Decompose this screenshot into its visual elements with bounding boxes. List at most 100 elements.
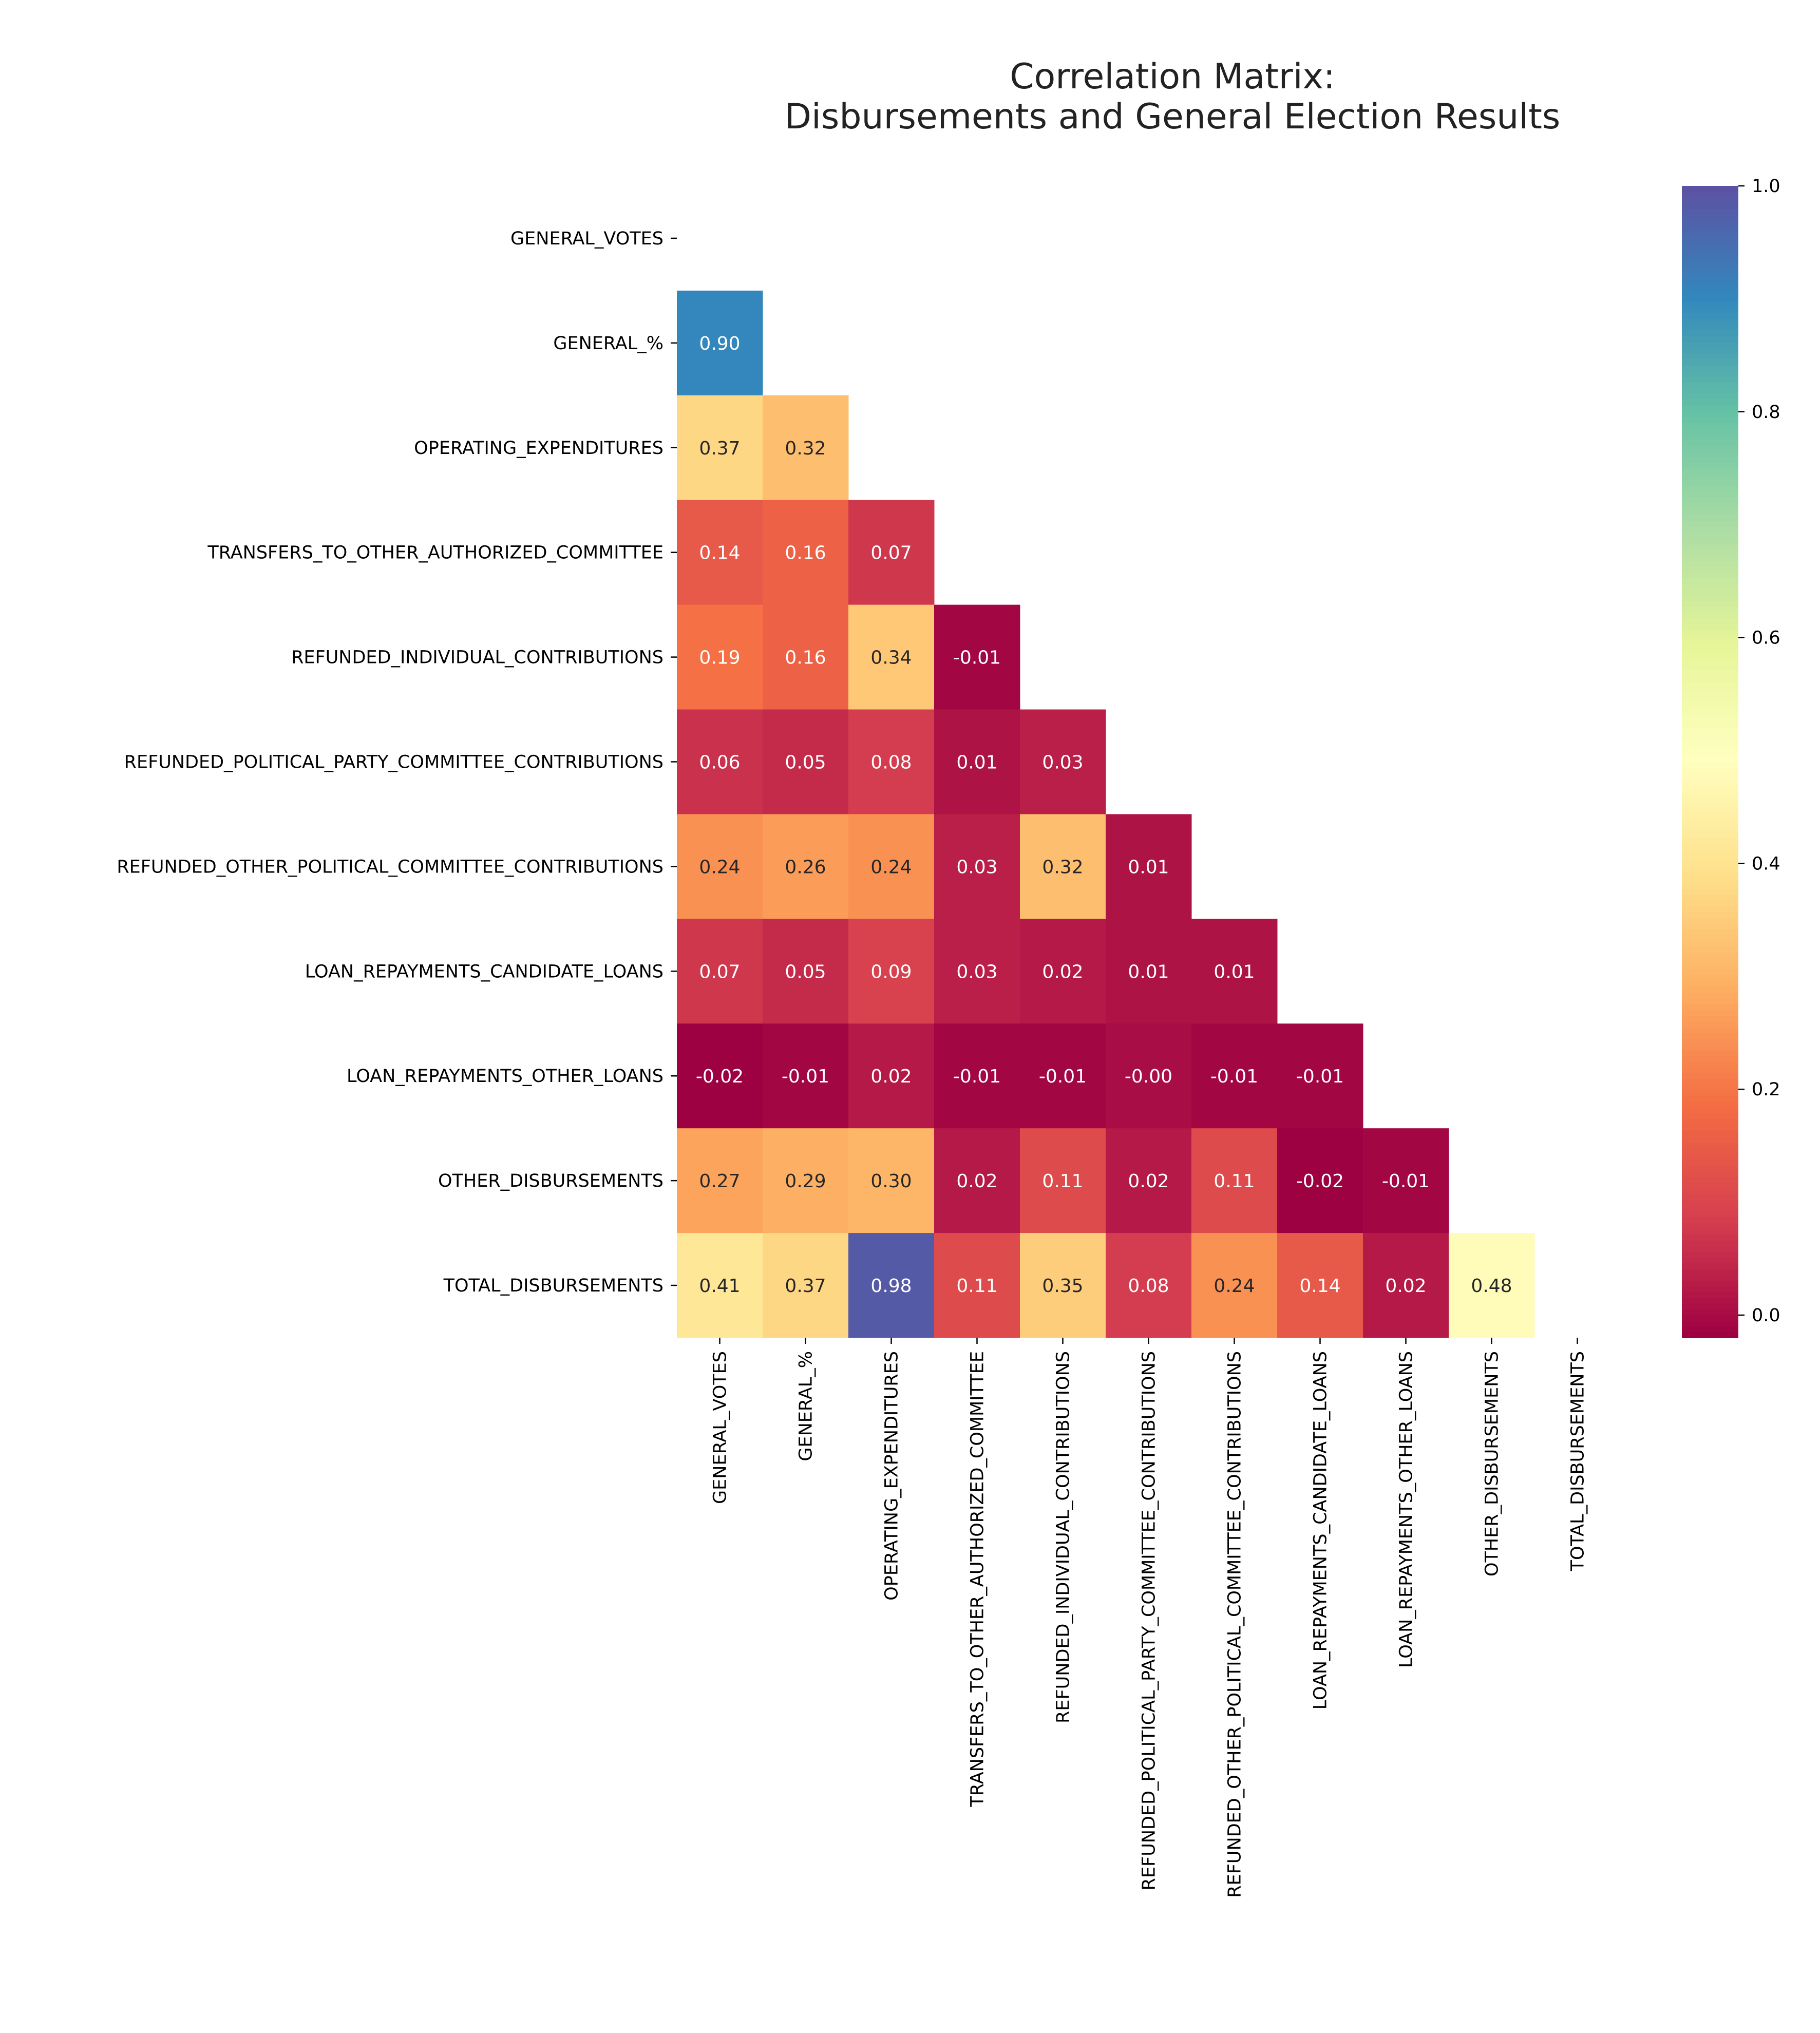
colorbar-segment — [1682, 1101, 1738, 1108]
colorbar-segment — [1682, 208, 1738, 216]
colorbar-segment — [1682, 450, 1738, 458]
cell-value-label: 0.03 — [956, 961, 997, 982]
y-tick-label: REFUNDED_INDIVIDUAL_CONTRIBUTIONS — [291, 648, 663, 668]
colorbar-segment — [1682, 497, 1738, 503]
colorbar-segment — [1682, 750, 1738, 757]
x-tick-label: GENERAL_VOTES — [710, 1351, 731, 1504]
cell-value-label: 0.90 — [699, 333, 740, 354]
chart-title-line-2: Disbursements and General Election Resul… — [785, 97, 1561, 137]
colorbar-segment — [1682, 341, 1738, 348]
x-tick-label: GENERAL_% — [796, 1351, 817, 1461]
colorbar-segment — [1682, 975, 1738, 981]
heatmap-cell — [1191, 919, 1278, 1024]
colorbar-segment — [1682, 1303, 1738, 1309]
colorbar-segment — [1682, 387, 1738, 394]
colorbar-segment — [1682, 301, 1738, 308]
cell-value-label: -0.01 — [1039, 1066, 1087, 1087]
colorbar-segment — [1682, 485, 1738, 492]
colorbar-segment — [1682, 416, 1738, 423]
colorbar-segment — [1682, 428, 1738, 434]
cell-value-label: -0.01 — [1296, 1066, 1344, 1087]
colorbar-segment — [1682, 1234, 1738, 1241]
colorbar-segment — [1682, 548, 1738, 555]
colorbar-tick-label: 0.4 — [1752, 853, 1780, 874]
colorbar-segment — [1682, 1205, 1738, 1212]
cell-value-label: -0.01 — [953, 1066, 1001, 1087]
colorbar-segment — [1682, 670, 1738, 676]
colorbar: 0.0 0.2 0.4 0.6 0.8 1.0 — [1682, 176, 1780, 1338]
heatmap-cell — [1363, 1233, 1449, 1338]
cell-value-label: 0.34 — [870, 648, 912, 669]
colorbar-segment — [1682, 1027, 1738, 1033]
heatmap-cell — [677, 290, 763, 396]
colorbar-segment — [1682, 600, 1738, 607]
colorbar-segment — [1682, 1147, 1738, 1154]
heatmap-cell — [934, 1128, 1020, 1233]
heatmap-cell — [1106, 1023, 1192, 1129]
colorbar-segment — [1682, 197, 1738, 204]
heatmap-cell — [848, 500, 935, 605]
x-tick-label: REFUNDED_OTHER_POLITICAL_COMMITTEE_CONTR… — [1225, 1351, 1245, 1898]
colorbar-segment — [1682, 969, 1738, 976]
cell-value-label: -0.01 — [782, 1066, 829, 1087]
colorbar-segment — [1682, 1073, 1738, 1079]
heatmap-cell — [848, 1128, 935, 1233]
colorbar-segment — [1682, 928, 1738, 935]
colorbar-segment — [1682, 1193, 1738, 1200]
colorbar-segment — [1682, 1021, 1738, 1028]
colorbar-segment — [1682, 658, 1738, 664]
colorbar-segment — [1682, 1136, 1738, 1143]
cell-value-label: 0.48 — [1471, 1276, 1512, 1297]
colorbar-segment — [1682, 629, 1738, 636]
heatmap-cell — [1277, 1128, 1363, 1233]
colorbar-segment — [1682, 255, 1738, 261]
heatmap-cell — [763, 395, 849, 501]
heatmap-cell — [1363, 1128, 1449, 1233]
colorbar-segment — [1682, 1015, 1738, 1022]
heatmap-cell — [677, 919, 763, 1024]
colorbar-segment — [1682, 1113, 1738, 1119]
colorbar-segment — [1682, 267, 1738, 273]
colorbar-segment — [1682, 1320, 1738, 1327]
heatmap-cell — [1191, 1233, 1278, 1338]
colorbar-segment — [1682, 911, 1738, 918]
colorbar-segment — [1682, 566, 1738, 573]
colorbar-segment — [1682, 808, 1738, 814]
colorbar-segment — [1682, 1084, 1738, 1091]
cell-value-label: 0.16 — [785, 648, 826, 669]
colorbar-segment — [1682, 1222, 1738, 1229]
colorbar-segment — [1682, 364, 1738, 371]
colorbar-segment — [1682, 727, 1738, 734]
colorbar-segment — [1682, 572, 1738, 578]
colorbar-segment — [1682, 986, 1738, 993]
colorbar-segment — [1682, 1326, 1738, 1333]
heatmap-cell — [677, 1233, 763, 1338]
colorbar-segment — [1682, 905, 1738, 913]
colorbar-segment — [1682, 1240, 1738, 1246]
heatmap-cell — [848, 1233, 935, 1338]
colorbar-segment — [1682, 554, 1738, 561]
cell-value-label: 0.24 — [1214, 1276, 1255, 1297]
colorbar-segment — [1682, 652, 1738, 659]
colorbar-segment — [1682, 1038, 1738, 1045]
heatmap-cell — [677, 814, 763, 919]
colorbar-segment — [1682, 439, 1738, 446]
colorbar-segment — [1682, 1308, 1738, 1316]
colorbar-segment — [1682, 347, 1738, 354]
colorbar-segment — [1682, 1274, 1738, 1281]
colorbar-segment — [1682, 819, 1738, 826]
colorbar-segment — [1682, 963, 1738, 970]
heatmap-cell — [848, 814, 935, 919]
heatmap-cell — [1020, 1233, 1106, 1338]
colorbar-segment — [1682, 1257, 1738, 1264]
cell-value-label: 0.07 — [870, 543, 912, 564]
colorbar-segment — [1682, 762, 1738, 768]
colorbar-segment — [1682, 1170, 1738, 1177]
colorbar-segment — [1682, 767, 1738, 774]
colorbar-segment — [1682, 785, 1738, 791]
cell-value-label: 0.27 — [699, 1171, 740, 1192]
colorbar-segment — [1682, 370, 1738, 377]
colorbar-segment — [1682, 606, 1738, 613]
colorbar-segment — [1682, 531, 1738, 538]
